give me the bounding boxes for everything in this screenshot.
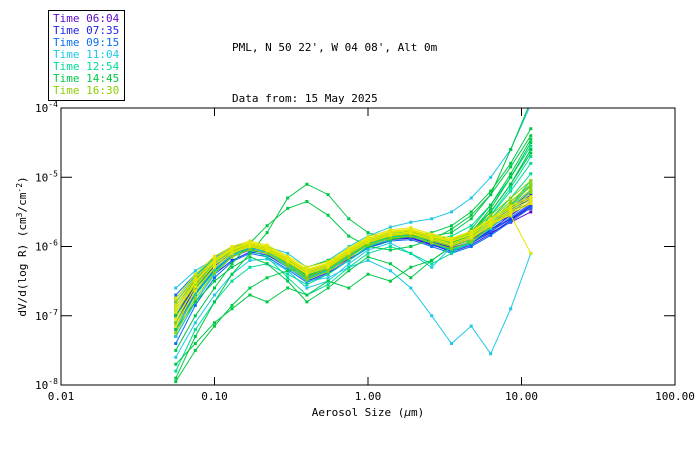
plot-title: PML, N 50 22', W 04 08', Alt 0m: [232, 41, 438, 54]
legend-item-1630: Time 16:30: [53, 84, 120, 97]
legend-item-1445: Time 14:45: [53, 72, 120, 85]
legend-item-1254: Time 12:54: [53, 60, 120, 73]
plot-subtitle: Data from: 15 May 2025: [232, 92, 378, 105]
series-line-1104-16: [175, 108, 530, 337]
x-tick-label: 1.00: [355, 390, 382, 403]
x-axis-title: Aerosol Size (μm): [312, 406, 425, 419]
x-tick-label: 100.00: [655, 390, 695, 403]
x-tick-label: 0.01: [48, 390, 75, 403]
legend-item-1104: Time 11:04: [53, 48, 120, 61]
axes-layer: 0.01 0.10 1.00 10.00 100.00 10-4 10-5 10-6 10-7 1…: [15, 100, 695, 419]
time-legend: Time 06:04 Time 07:35 Time 09:15 Time 11:04…: [48, 10, 126, 101]
x-tick-label: 10.00: [505, 390, 538, 403]
legend-item-0604: Time 06:04: [53, 12, 120, 25]
series-markers-1104-15: [174, 246, 533, 356]
y-tick-label: 10-4: [35, 100, 58, 115]
plot-title-block: PML, N 50 22', W 04 08', Alt 0m Data fro…: [232, 5, 437, 141]
y-axis-title: dV/d(log R) (cm3/cm-2): [15, 176, 29, 316]
series-markers-1630-34: [174, 191, 533, 335]
y-tick-label: 10-6: [35, 239, 58, 254]
series-markers-1445-25: [174, 134, 533, 352]
x-tick-label: 0.10: [201, 390, 228, 403]
data-series-layer: [174, 108, 533, 383]
y-tick-label: 10-7: [35, 308, 58, 323]
y-tick-label: 10-8: [35, 377, 58, 392]
y-tick-label: 10-5: [35, 169, 58, 184]
legend-item-0915: Time 09:15: [53, 36, 120, 49]
legend-item-0735: Time 07:35: [53, 24, 120, 37]
